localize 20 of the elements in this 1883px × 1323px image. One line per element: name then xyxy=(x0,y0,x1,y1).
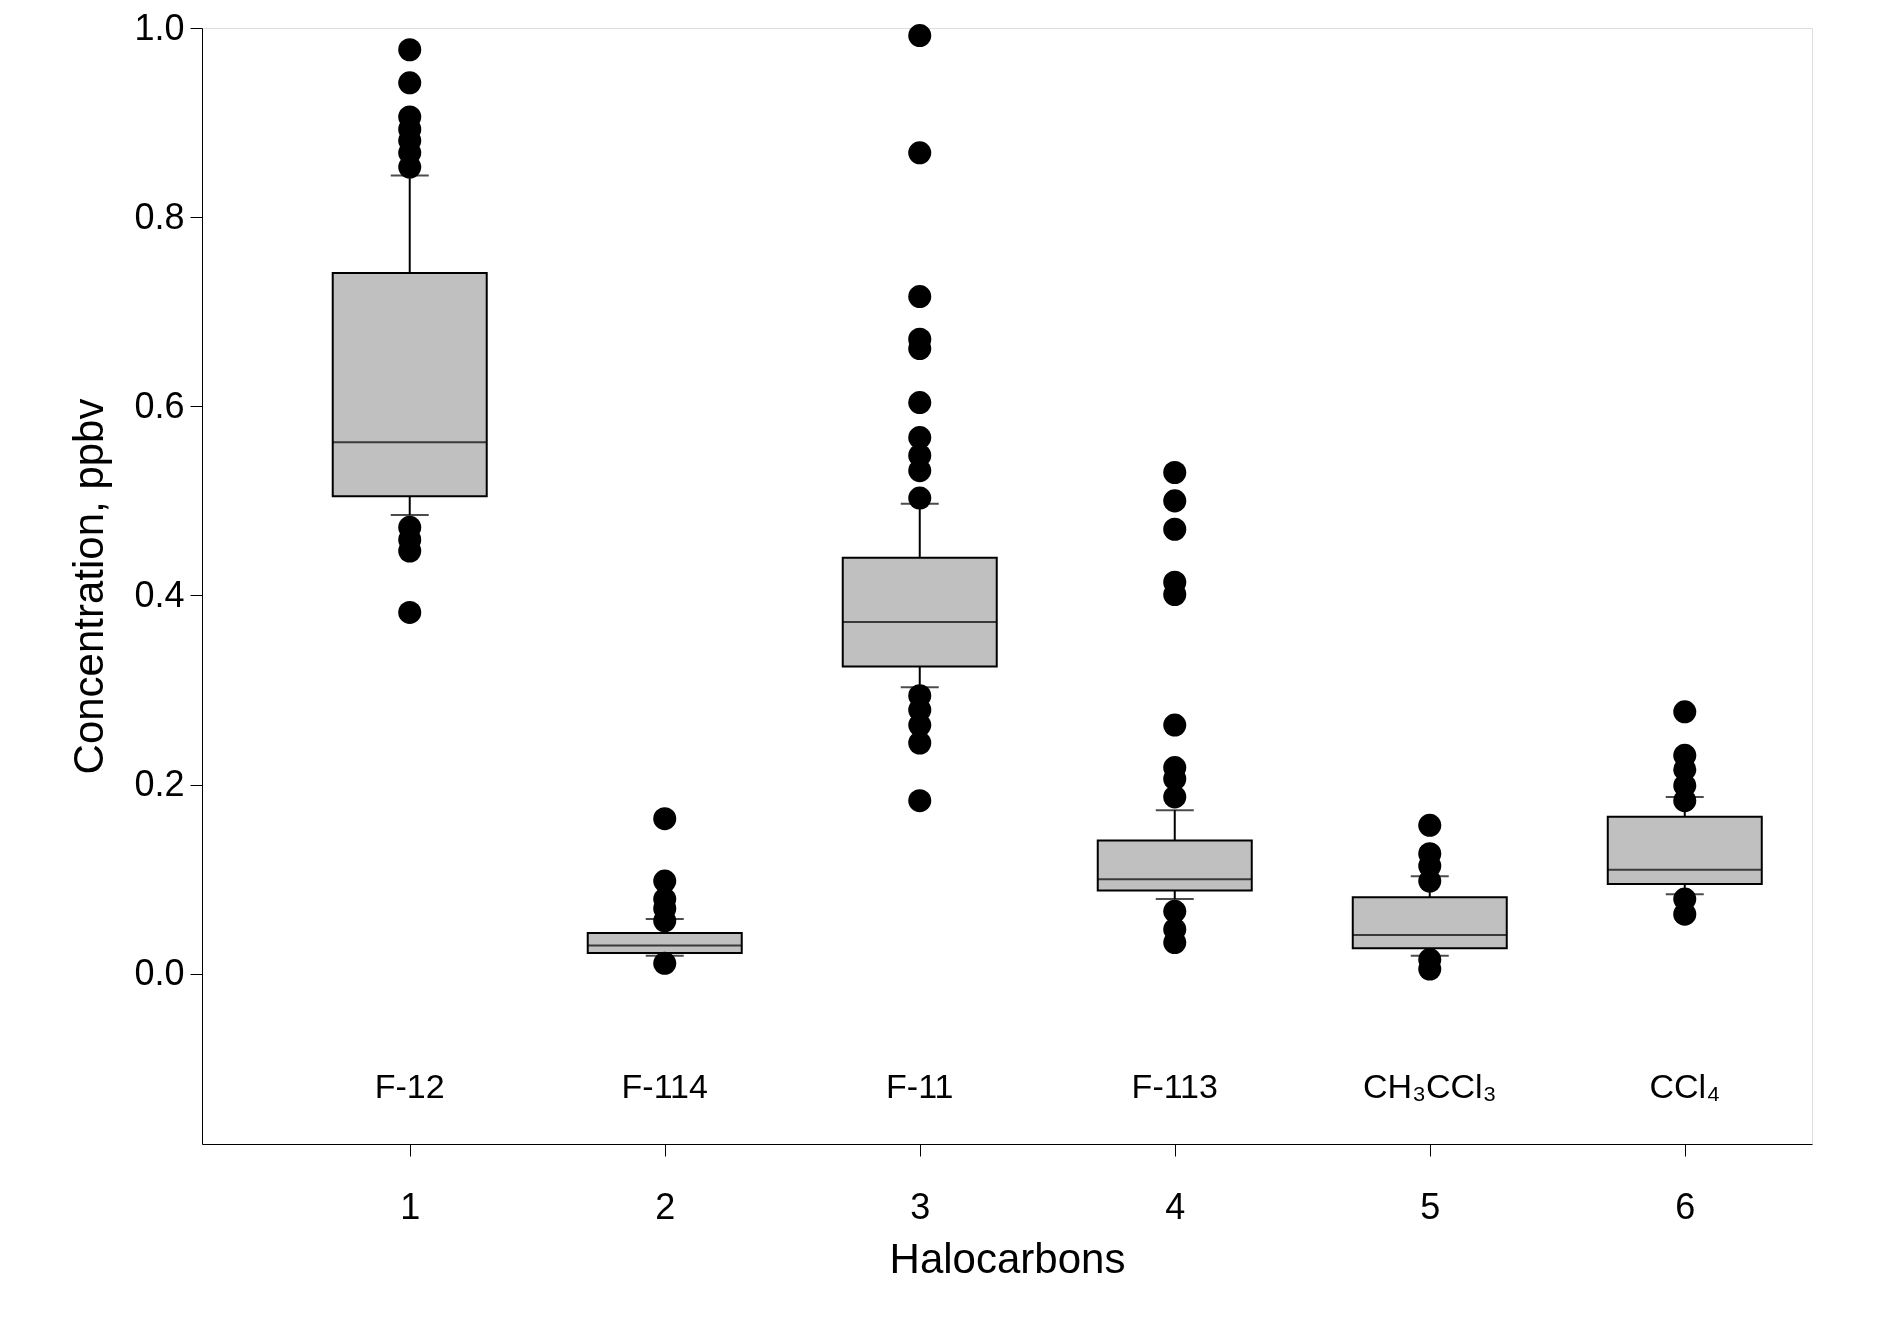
x-tick-label: 2 xyxy=(655,1185,676,1227)
x-tick-label: 1 xyxy=(400,1185,421,1227)
y-tick-label: 0.8 xyxy=(134,195,185,237)
x-tick-label: 4 xyxy=(1165,1185,1186,1227)
annotation: CH₃CCl₃ xyxy=(1363,1067,1497,1105)
annotation: CCl₄ xyxy=(1649,1067,1721,1105)
y-tick-label: 0.2 xyxy=(134,763,185,805)
y-tick-label: 1.0 xyxy=(134,6,185,48)
annotation: F-12 xyxy=(374,1067,445,1105)
x-tick-label: 3 xyxy=(910,1185,931,1227)
annotation: F-11 xyxy=(886,1067,954,1105)
x-tick-label: 6 xyxy=(1675,1185,1696,1227)
annotation: F-113 xyxy=(1131,1067,1218,1105)
annotation: F-114 xyxy=(621,1067,708,1105)
y-tick-label: 0.4 xyxy=(134,573,185,615)
y-tick-label: 0.0 xyxy=(134,952,185,994)
x-axis-title: Halocarbons xyxy=(889,1234,1126,1282)
y-axis-title: Concentration, ppbv xyxy=(65,398,113,775)
x-tick-label: 5 xyxy=(1420,1185,1441,1227)
y-tick-label: 0.6 xyxy=(134,384,185,426)
